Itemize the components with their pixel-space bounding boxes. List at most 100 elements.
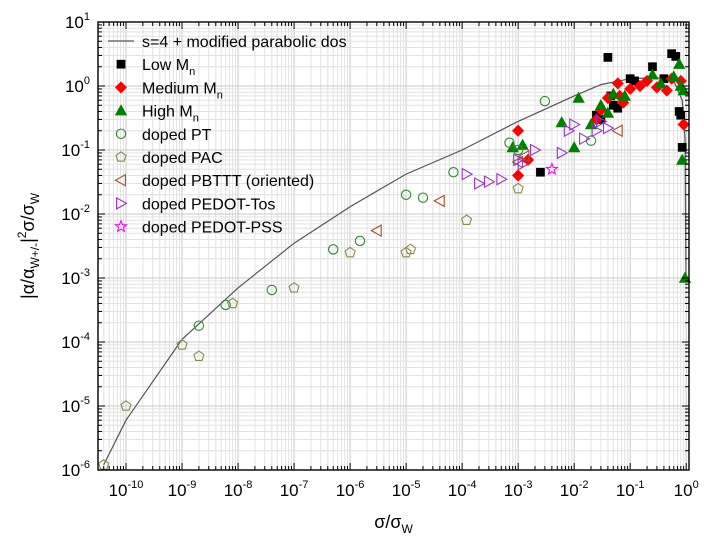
data-point: [474, 177, 486, 190]
x-tick-label: 10-8: [224, 479, 253, 500]
data-point: [539, 95, 551, 107]
series-1: [512, 72, 690, 182]
legend: s=4 + modified parabolic dos Low MnMedium…: [108, 34, 347, 237]
y-tick-label: 10-5: [61, 395, 90, 416]
data-point: [354, 235, 366, 247]
legend-marker: [116, 196, 128, 210]
data-point: [220, 299, 231, 311]
data-point: [530, 143, 542, 157]
data-point: [504, 137, 515, 148]
data-point: [603, 53, 613, 62]
data-point: [483, 175, 496, 189]
data-point: [676, 153, 689, 165]
legend-marker: [115, 151, 127, 162]
data-point: [677, 142, 687, 152]
data-point: [193, 350, 205, 361]
legend-marker: [114, 104, 128, 116]
data-point: [512, 144, 524, 156]
data-point: [677, 118, 690, 131]
data-point: [400, 246, 412, 258]
data-point: [448, 166, 459, 178]
axis-labels: 10-10 10-9 10-8 10-7 10-6 10-5 10-4 10-3 10-2 10-…: [15, 11, 699, 536]
series-7: [544, 161, 559, 176]
x-tick-label: 100: [674, 479, 699, 500]
data-point: [595, 114, 608, 128]
axes: [97, 21, 690, 471]
data-point: [370, 224, 382, 238]
data-point: [654, 77, 667, 89]
data-point: [671, 52, 681, 61]
data-point: [512, 169, 525, 182]
series-3: [193, 95, 597, 331]
legend-label: doped PEDOT-PSS: [142, 220, 283, 237]
data-point: [288, 282, 300, 293]
series-6: [461, 114, 615, 190]
x-axis-title: σ/σW: [374, 512, 413, 536]
y-tick-label: 10-1: [61, 139, 90, 160]
data-point: [607, 87, 620, 99]
data-point: [544, 161, 559, 176]
legend-marker: [114, 173, 126, 187]
data-point: [512, 124, 525, 137]
data-point: [511, 155, 524, 169]
series-5: [370, 124, 623, 238]
y-tick-label: 10-3: [61, 267, 90, 288]
data-point: [676, 110, 686, 120]
y-tick-label: 10-4: [61, 331, 90, 352]
data-point: [601, 106, 615, 118]
legend-label: Medium Mn: [142, 80, 223, 101]
legend-label: Low Mn: [142, 57, 195, 78]
legend-label: doped PEDOT-Tos: [142, 196, 275, 213]
legend-marker: [116, 59, 126, 69]
data-point: [579, 132, 591, 146]
data-point: [555, 116, 568, 128]
data-point: [433, 194, 445, 208]
data-point: [678, 271, 692, 283]
x-tick-label: 10-2: [560, 479, 589, 500]
data-point: [266, 284, 277, 296]
legend-fit-line-label: s=4 + modified parabolic dos: [142, 34, 347, 51]
data-point: [613, 103, 623, 113]
data-point: [602, 121, 615, 135]
x-tick-label: 10-6: [336, 479, 365, 500]
data-point: [630, 76, 639, 86]
data-point: [611, 124, 623, 138]
x-tick-label: 10-4: [448, 479, 477, 500]
data-point: [591, 124, 604, 138]
y-tick-label: 101: [65, 11, 90, 32]
grid: [98, 21, 689, 471]
data-point: [417, 192, 429, 203]
data-point: [594, 98, 608, 111]
data-point: [572, 91, 585, 103]
data-point: [120, 400, 132, 411]
data-point: [556, 146, 569, 160]
data-point: [673, 57, 686, 69]
data-point: [226, 297, 239, 309]
data-point: [517, 157, 530, 171]
data-point: [404, 243, 417, 255]
legend-label: doped PBTTT (oriented): [142, 173, 314, 190]
legend-marker: [115, 128, 127, 140]
y-tick-label: 10-2: [61, 203, 90, 224]
data-point: [496, 172, 508, 186]
legend-label: High Mn: [142, 104, 199, 125]
x-tick-label: 10-5: [392, 479, 421, 500]
data-point: [536, 167, 545, 177]
x-tick-label: 10-9: [168, 479, 197, 500]
x-tick-label: 10-7: [280, 479, 309, 500]
data-point: [667, 70, 680, 82]
x-tick-label: 10-10: [109, 479, 144, 500]
legend-label: doped PAC: [142, 150, 223, 167]
legend-marker: [114, 81, 128, 94]
y-tick-label: 100: [65, 75, 90, 96]
data-point: [569, 118, 581, 131]
data-point: [400, 189, 412, 200]
y-axis-title: |α/αW+/-|2σ/σW: [15, 192, 42, 299]
data-point: [344, 246, 356, 258]
data-point: [176, 339, 188, 350]
data-point: [568, 141, 581, 153]
data-point: [461, 167, 474, 181]
y-tick-label: 10-6: [61, 459, 90, 480]
